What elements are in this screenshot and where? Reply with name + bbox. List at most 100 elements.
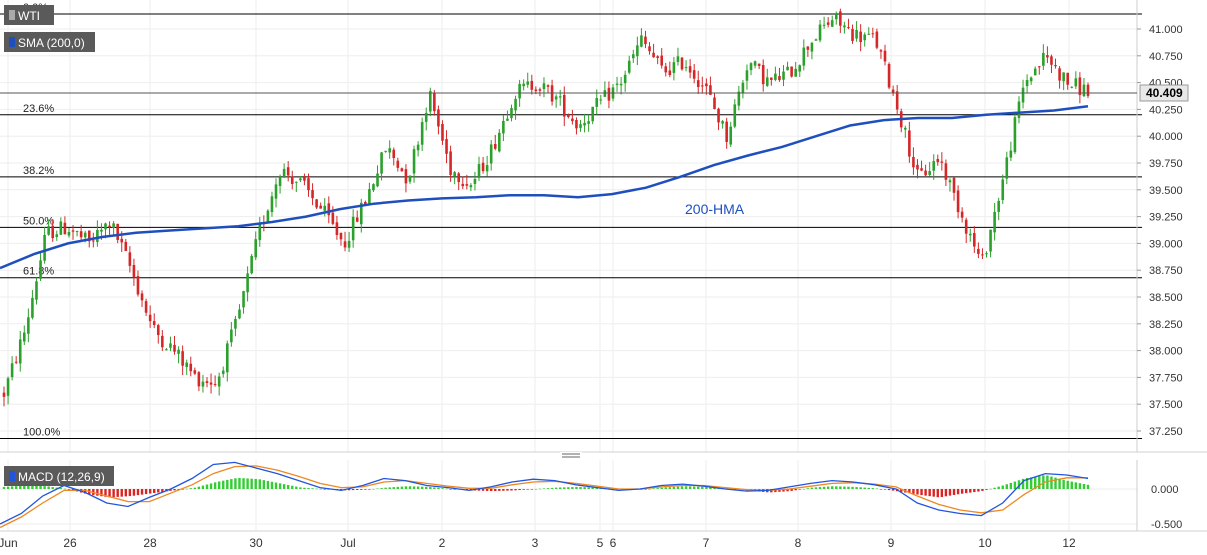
candle-body — [205, 381, 209, 383]
macd-histogram-bar — [209, 483, 213, 489]
candle-body — [640, 35, 643, 47]
sma-label[interactable]: SMA (200,0) — [4, 32, 95, 52]
candle-body — [607, 87, 611, 101]
candle-body — [185, 362, 188, 368]
candle-body — [1021, 87, 1025, 103]
candle-body — [542, 83, 546, 90]
candle-body — [408, 175, 412, 182]
macd-histogram-bar — [851, 486, 854, 489]
candle-body — [473, 178, 477, 184]
macd-histogram-bar — [315, 488, 318, 490]
time-tick-label: 2 — [439, 536, 446, 550]
macd-histogram-bar — [246, 478, 249, 489]
candle-body — [299, 178, 302, 181]
macd-histogram-bar — [940, 489, 944, 497]
candle-body — [213, 383, 217, 385]
candle-body — [124, 241, 128, 252]
time-tick-label: 7 — [703, 536, 710, 550]
price-tick-label: 38.000 — [1149, 346, 1183, 358]
candle-body — [359, 202, 363, 225]
candle-body — [22, 332, 26, 342]
macd-histogram-bar — [932, 489, 935, 497]
candle-body — [879, 50, 883, 52]
macd-histogram-bar — [347, 489, 351, 491]
macd-histogram-bar — [83, 489, 87, 494]
macd-histogram-bar — [843, 486, 846, 489]
macd-signal-line — [0, 465, 1088, 529]
candle-body — [485, 165, 489, 172]
candle-body — [92, 240, 95, 242]
macd-histogram-bar — [376, 488, 379, 490]
candle-body — [774, 73, 777, 80]
candle-body — [688, 66, 692, 73]
price-tick-label: 39.000 — [1149, 238, 1183, 250]
macd-histogram-bar — [299, 487, 302, 489]
candle-body — [311, 190, 314, 199]
price-tick-label: 37.500 — [1149, 399, 1183, 411]
macd-histogram-bar — [701, 486, 704, 489]
time-tick-label: 3 — [532, 536, 539, 550]
symbol-label[interactable]: WTI — [4, 5, 54, 25]
macd-histogram-bar — [676, 486, 680, 489]
macd-histogram-bar — [1050, 476, 1053, 489]
macd-histogram-bar — [108, 489, 111, 498]
candle-body — [834, 13, 838, 20]
macd-histogram-bar — [1017, 480, 1021, 489]
candle-body — [822, 24, 826, 26]
macd-tick-label: 0.000 — [1151, 484, 1179, 496]
candle-body — [956, 190, 960, 213]
candle-body — [242, 291, 245, 308]
macd-histogram-bar — [197, 486, 201, 489]
candle-body — [100, 229, 103, 232]
candle-body — [234, 318, 237, 329]
macd-histogram-bar — [652, 488, 655, 490]
macd-histogram-bar — [644, 489, 647, 490]
macd-histogram-bar — [798, 489, 801, 490]
macd-histogram-bar — [790, 489, 793, 491]
candle-body — [1082, 84, 1086, 97]
macd-histogram-bar — [567, 487, 570, 489]
macd-histogram-bar — [181, 489, 184, 490]
macd-histogram-bar — [173, 489, 176, 491]
candle-body — [587, 121, 590, 124]
last-price-tag: 40.409 — [0, 84, 1189, 102]
macd-histogram-bar — [404, 486, 408, 489]
macd-label[interactable]: MACD (12,26,9) — [4, 466, 114, 486]
price-tick-label: 37.250 — [1149, 426, 1183, 438]
candle-body — [583, 122, 586, 126]
macd-histogram-bar — [453, 489, 456, 490]
macd-histogram-bar — [514, 489, 517, 491]
candle-body — [416, 144, 420, 151]
candle-body — [193, 370, 197, 374]
candle-body — [506, 118, 509, 121]
macd-histogram-bar — [364, 489, 367, 490]
macd-histogram-bar — [969, 489, 972, 493]
fib-level-label: 23.6% — [23, 103, 54, 115]
candle-body — [140, 293, 144, 301]
candle-body — [209, 382, 213, 385]
macd-histogram-bar — [43, 486, 46, 489]
macd-histogram-bar — [965, 489, 968, 494]
macd-line — [0, 461, 1089, 525]
pane-resize-handle[interactable] — [560, 452, 582, 459]
candle-body — [871, 33, 875, 35]
candle-body — [230, 329, 233, 343]
candle-body — [404, 169, 408, 184]
macd-histogram-bar — [217, 481, 221, 489]
macd-histogram-bar — [688, 486, 692, 489]
macd-histogram-bar — [161, 489, 164, 492]
macd-histogram-bar — [786, 489, 789, 492]
macd-histogram-bar — [928, 489, 931, 497]
macd-histogram-bar — [680, 486, 684, 489]
candle-body — [1046, 55, 1049, 58]
macd-histogram-bar — [973, 489, 976, 493]
macd-histogram-bar — [437, 487, 440, 489]
candle-body — [217, 376, 221, 387]
candle-body — [952, 177, 956, 193]
resize-handle-bg — [560, 452, 582, 459]
macd-histogram-bar — [193, 487, 197, 489]
candle-body — [152, 321, 156, 326]
candle-body — [197, 372, 201, 387]
candle-body — [928, 171, 931, 175]
macd-histogram-bar — [384, 487, 387, 489]
